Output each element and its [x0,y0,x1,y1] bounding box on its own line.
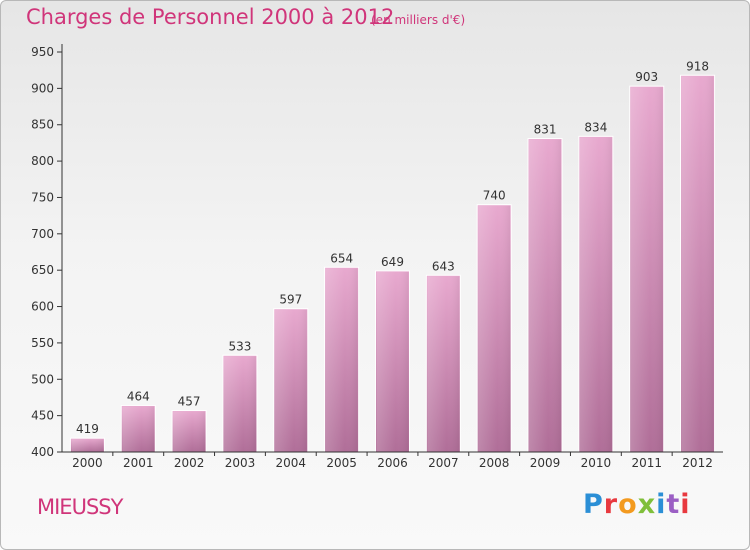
x-tick-label: 2001 [123,456,154,470]
x-tick-label: 2006 [377,456,408,470]
bar-shading [427,276,460,452]
x-tick-label: 2002 [174,456,205,470]
bar-2006 [375,270,410,453]
bar-shading [376,271,409,452]
logo-letter: o [618,489,638,520]
y-tick-label: 900 [31,81,54,95]
proxiti-logo[interactable]: Proxiti [583,489,691,520]
logo-letter: t [666,489,681,520]
bar-2005 [324,266,360,453]
bar-shading [223,356,256,452]
bar-2008 [476,204,512,453]
chart-title: Charges de Personnel 2000 à 2012 [26,5,395,29]
bar-shading [529,139,562,452]
bar-value-label: 419 [76,422,99,436]
x-axis: 2000 2001 2002 2003 2004 2005 2006 2007 2008 2009… [62,451,723,470]
y-tick-label: 750 [31,190,54,204]
y-axis: 400 450 500 550 600 650 700 750 800 850 900 950 [31,44,63,459]
bar-2002 [171,410,207,453]
data-labels: 419 464 457 533 597 654 649 643 740 831 834 903 918 [76,59,709,436]
y-tick-label: 800 [31,154,54,168]
bars [69,74,716,453]
bar-shading [579,137,612,452]
bar-value-label: 533 [229,339,252,353]
x-tick-label: 2008 [479,456,510,470]
bar-value-label: 457 [178,395,201,409]
bar-value-label: 740 [483,189,506,203]
bar-2004 [273,308,309,453]
bar-shading [681,76,714,452]
logo-letter: r [603,489,619,520]
x-tick-label: 2009 [530,456,561,470]
chart-unit-label: (en milliers d'€) [371,13,466,27]
bar-2001 [120,404,156,453]
x-tick-label: 2000 [72,456,103,470]
bar-value-label: 643 [432,259,455,273]
bar-value-label: 597 [279,293,302,307]
x-tick-label: 2011 [631,456,662,470]
bar-shading [274,309,307,452]
logo-letter: x [637,489,657,520]
bar-2010 [578,135,614,453]
y-tick-label: 500 [31,372,54,386]
bar-shading [325,268,358,452]
logo-letter: i [680,489,691,520]
x-tick-label: 2004 [276,456,307,470]
commune-name: MIEUSSY [37,495,123,519]
bar-shading [478,205,511,452]
y-tick-label: 600 [31,300,54,314]
y-tick-label: 400 [31,445,54,459]
bar-2012 [680,74,716,453]
bar-2011 [629,85,665,453]
bar-2007 [425,274,461,453]
bar-value-label: 918 [686,59,709,73]
bar-shading [122,406,155,452]
bar-value-label: 831 [534,123,557,137]
bar-value-label: 649 [381,255,404,269]
x-tick-label: 2007 [428,456,459,470]
x-tick-label: 2003 [225,456,256,470]
bar-value-label: 464 [127,389,150,403]
y-tick-label: 950 [31,45,54,59]
logo-letter: P [583,489,604,520]
y-tick-label: 850 [31,118,54,132]
bar-shading [173,411,206,452]
bar-value-label: 903 [635,70,658,84]
bar-value-label: 654 [330,251,353,265]
bar-2003 [222,354,258,453]
y-tick-label: 450 [31,409,54,423]
x-tick-label: 2005 [326,456,357,470]
bar-shading [630,87,663,452]
y-tick-label: 700 [31,227,54,241]
x-tick-label: 2012 [682,456,713,470]
logo-letter: i [656,489,667,520]
bar-value-label: 834 [584,120,607,134]
y-tick-label: 550 [31,336,54,350]
bar-2009 [527,138,563,453]
bar-shading [71,439,104,452]
x-tick-label: 2010 [581,456,612,470]
y-tick-label: 650 [31,263,54,277]
bar-2000 [69,437,105,453]
